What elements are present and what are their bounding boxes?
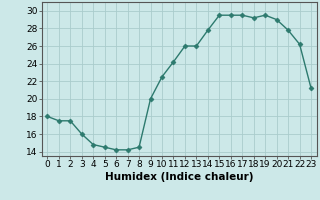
X-axis label: Humidex (Indice chaleur): Humidex (Indice chaleur)	[105, 172, 253, 182]
